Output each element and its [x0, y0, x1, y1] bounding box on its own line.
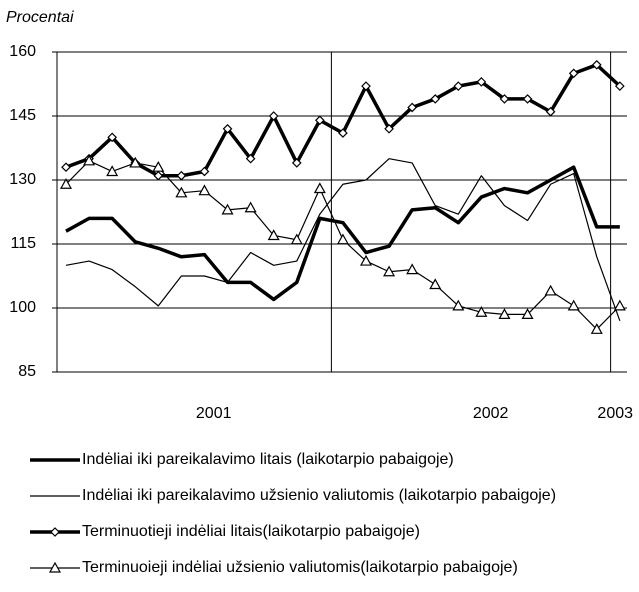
triangle-marker [198, 184, 211, 196]
diamond-marker [407, 102, 418, 113]
triangle-marker [129, 156, 142, 168]
triangle-marker [83, 154, 96, 166]
x-tick-label: 2002 [473, 405, 509, 422]
triangle-marker [313, 182, 326, 194]
diamond-marker [430, 94, 441, 104]
triangle-marker [383, 265, 396, 277]
legend-label: Indėliai iki pareikalavimo litais (laiko… [82, 451, 454, 468]
diamond-marker [338, 128, 348, 138]
diamond-marker [268, 111, 279, 121]
diamond-marker [314, 115, 325, 126]
diamond-marker [453, 81, 464, 91]
diamond-marker [61, 162, 71, 173]
y-tick-label: 145 [9, 107, 36, 124]
diamond-marker [361, 81, 371, 91]
triangle-marker [290, 233, 303, 245]
legend-label: Indėliai iki pareikalavimo užsienio vali… [82, 487, 556, 504]
triangle-marker [498, 308, 511, 319]
triangle-marker [406, 263, 419, 275]
triangle-marker [106, 165, 119, 177]
diamond-marker [568, 68, 579, 79]
y-tick-label: 85 [18, 363, 36, 380]
triangle-marker [429, 278, 442, 290]
triangle-marker [267, 229, 280, 241]
diamond-marker [499, 94, 510, 104]
legend-label: Terminuotieji indėliai litais(laikotarpi… [82, 523, 420, 540]
triangle-marker [221, 203, 234, 215]
y-tick-label: 160 [9, 43, 36, 60]
triangle-marker [452, 299, 465, 311]
series-line [65, 63, 622, 178]
y-tick-label: 115 [10, 235, 36, 252]
x-tick-label: 2003 [597, 405, 633, 422]
triangle-marker [59, 178, 73, 189]
diamond-marker [476, 77, 487, 87]
triangle-marker [48, 561, 62, 573]
triangle-marker [152, 160, 165, 172]
triangle-marker [590, 323, 603, 334]
diamond-marker [522, 94, 533, 104]
diamond-marker [50, 527, 60, 537]
triangle-marker [175, 186, 188, 198]
diamond-marker [222, 123, 233, 134]
diamond-marker [245, 153, 256, 164]
diamond-marker [591, 59, 602, 70]
y-tick-label: 130 [9, 171, 36, 188]
triangle-marker [244, 201, 257, 213]
triangle-marker [336, 233, 349, 245]
y-tick-label: 100 [9, 299, 36, 316]
diamond-marker [176, 170, 187, 181]
triangle-marker [521, 308, 534, 319]
y-axis-label: Procentai [6, 9, 74, 26]
diamond-marker [545, 106, 556, 117]
triangle-marker [359, 254, 373, 266]
triangle-marker [544, 284, 557, 296]
triangle-marker [567, 299, 580, 311]
diamond-marker [384, 123, 394, 134]
triangle-marker [475, 306, 488, 317]
series-line [65, 165, 620, 302]
x-tick-label: 2001 [196, 405, 232, 422]
diamond-marker [199, 166, 210, 177]
diamond-marker [291, 158, 302, 168]
series-line [65, 158, 621, 322]
diamond-marker [107, 132, 118, 143]
triangle-marker [613, 299, 626, 311]
diamond-marker [153, 170, 164, 181]
legend-label: Terminuoieji indėliai užsienio valiutomi… [82, 559, 518, 576]
diamond-marker [614, 81, 625, 91]
